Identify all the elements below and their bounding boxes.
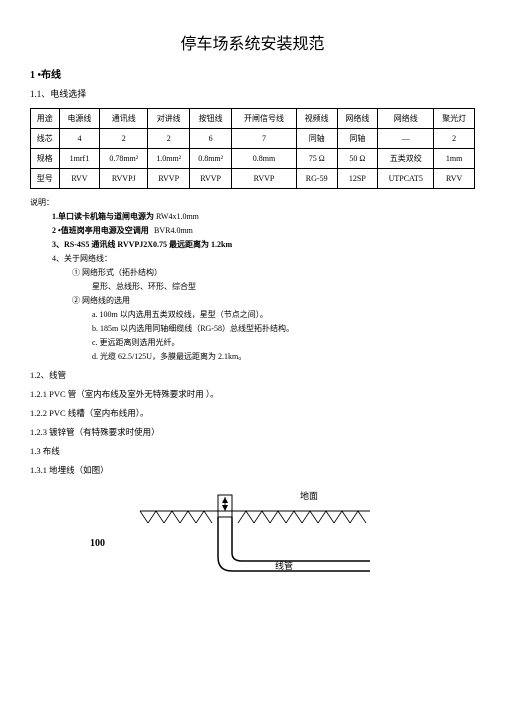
r3-2: RVVP [148, 169, 190, 189]
note-4-2d: d. 光缆 62.5/125U，多膜最远距离为 2.1km。 [30, 351, 475, 362]
page-title: 停车场系统安装规范 [30, 30, 475, 54]
r1-4: 7 [232, 129, 297, 149]
section-1-3: 1.3 布线 [30, 445, 475, 457]
r2-4: 0.8mm [232, 149, 297, 169]
section-1-2-3: 1.2.3 镀锌管（有特殊要求时使用） [30, 426, 475, 438]
note-intro: 说明： [30, 197, 475, 208]
th-5: 开闸信号线 [232, 109, 297, 129]
note-4-2c: c. 更远距离则选用光纤。 [30, 337, 475, 348]
th-0: 用途 [31, 109, 60, 129]
r3-3: RVVP [190, 169, 232, 189]
r3-4: RVVP [232, 169, 297, 189]
r1-8: 2 [434, 129, 475, 149]
r2-2: 1.0mm² [148, 149, 190, 169]
r1-0: 4 [59, 129, 100, 149]
note-4-2a: a. 100m 以内选用五类双绞线，星型（节点之间）。 [30, 309, 475, 320]
section-1: 1 •布线 [30, 66, 475, 81]
th-1: 电源线 [59, 109, 100, 129]
wire-table: 用途 电源线 通讯线 对讲线 按钮线 开闸信号线 视频线 网络线 网络线 聚光灯… [30, 108, 475, 189]
note-3: 3、RS-4S5 通讯线 RVVPJ2X0.75 最远距离为 1.2km [30, 239, 475, 250]
r3-1: RVVPJ [100, 169, 148, 189]
r3-8: RVV [434, 169, 475, 189]
r3h: 型号 [31, 169, 60, 189]
note-2: 2 •值班岗亭用电源及空调用 BVR4.0mm [30, 225, 475, 236]
section-1-3-1: 1.3.1 地埋线（如图） [30, 464, 475, 476]
r2-5: 75 Ω [296, 149, 337, 169]
r2-8: 1mm [434, 149, 475, 169]
section-1-2-1: 1.2.1 PVC 管（室内布线及室外无特殊要求时用 ）。 [30, 388, 475, 400]
label-ground: 地面 [300, 489, 318, 502]
label-pipe: 线管 [275, 559, 293, 572]
note-1: 1.单口读卡机箱与道闸电源为 RW4x1.0mm [30, 211, 475, 222]
th-4: 按钮线 [190, 109, 232, 129]
r2h: 规格 [31, 149, 60, 169]
note-1a: 1.单口读卡机箱与道闸电源为 [52, 211, 154, 222]
r2-6: 50 Ω [337, 149, 378, 169]
r2-7: 五类双绞 [378, 149, 434, 169]
note-2a: 2 •值班岗亭用电源及空调用 [52, 225, 152, 236]
diagram-svg [110, 483, 390, 593]
r1-5: 同轴 [296, 129, 337, 149]
r1-2: 2 [148, 129, 190, 149]
note-4-1: ① 网络形式（拓扑结构） [30, 267, 475, 278]
r3-7: UTPCAT5 [378, 169, 434, 189]
r2-0: 1mrf1 [59, 149, 100, 169]
th-9: 聚光灯 [434, 109, 475, 129]
th-7: 网络线 [337, 109, 378, 129]
section-1-2-2: 1.2.2 PVC 线槽（室内布线用）。 [30, 407, 475, 419]
section-1-2: 1.2、线管 [30, 369, 475, 381]
r3-6: 12SP [337, 169, 378, 189]
note-1b: RW4x1.0mm [156, 212, 199, 221]
r1-6: 同轴 [337, 129, 378, 149]
r3-5: RG-59 [296, 169, 337, 189]
th-6: 视频线 [296, 109, 337, 129]
label-100: 100 [90, 538, 105, 549]
r1-3: 6 [190, 129, 232, 149]
note-2b: BVR4.0mm [154, 226, 193, 235]
th-3: 对讲线 [148, 109, 190, 129]
th-8: 网络线 [378, 109, 434, 129]
th-2: 通讯线 [100, 109, 148, 129]
note-4-1b: 星形、总线形、环形、综合型 [30, 281, 475, 292]
note-4-2: ② 网络线的选用 [30, 295, 475, 306]
section-1-1: 1.1、电线选择 [30, 87, 475, 100]
r3-0: RVV [59, 169, 100, 189]
note-4-2b: b. 185m 以内选用同轴细缆线（RG-58）总线型拓扑结构。 [30, 323, 475, 334]
r1-1: 2 [100, 129, 148, 149]
r1h: 线芯 [31, 129, 60, 149]
r2-3: 0.8mm² [190, 149, 232, 169]
r1-7: — [378, 129, 434, 149]
note-4: 4、关于网络线： [30, 253, 475, 264]
diagram-underground-wire: 地面 线管 100 [110, 483, 390, 593]
r2-1: 0.78mm² [100, 149, 148, 169]
